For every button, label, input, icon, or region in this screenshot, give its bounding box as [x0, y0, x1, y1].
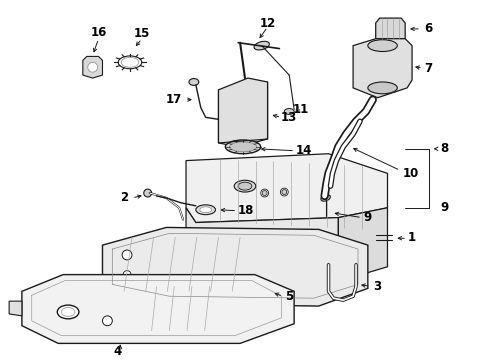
Polygon shape: [9, 301, 22, 316]
Text: 1: 1: [407, 231, 415, 244]
Text: 4: 4: [113, 345, 121, 358]
Text: 10: 10: [402, 167, 418, 180]
Ellipse shape: [236, 284, 244, 289]
Ellipse shape: [225, 140, 260, 154]
Polygon shape: [338, 208, 386, 282]
Ellipse shape: [188, 78, 199, 85]
Ellipse shape: [57, 305, 79, 319]
Circle shape: [122, 250, 132, 260]
Circle shape: [123, 271, 131, 279]
Circle shape: [87, 62, 98, 72]
Ellipse shape: [367, 40, 397, 51]
Text: 15: 15: [133, 27, 150, 40]
Circle shape: [262, 190, 266, 195]
Circle shape: [260, 189, 268, 197]
Ellipse shape: [367, 82, 397, 94]
Text: 18: 18: [237, 204, 254, 217]
Polygon shape: [82, 57, 102, 78]
Ellipse shape: [61, 307, 75, 316]
Circle shape: [280, 188, 287, 196]
Polygon shape: [22, 275, 293, 343]
Polygon shape: [375, 18, 405, 39]
Text: 12: 12: [259, 17, 275, 30]
Text: 8: 8: [440, 142, 447, 155]
Polygon shape: [352, 39, 411, 98]
Ellipse shape: [234, 180, 255, 192]
Text: 5: 5: [285, 290, 293, 303]
Text: 3: 3: [373, 280, 381, 293]
Polygon shape: [102, 228, 367, 306]
Ellipse shape: [320, 195, 329, 201]
Text: 6: 6: [424, 22, 432, 35]
Ellipse shape: [254, 41, 269, 50]
Text: 16: 16: [90, 26, 106, 39]
Polygon shape: [185, 154, 386, 222]
Ellipse shape: [196, 205, 215, 215]
Polygon shape: [185, 208, 338, 282]
Ellipse shape: [238, 182, 251, 190]
Text: 17: 17: [166, 93, 182, 106]
Ellipse shape: [200, 207, 211, 213]
Text: 13: 13: [281, 111, 297, 124]
Text: 7: 7: [424, 62, 432, 75]
Text: 9: 9: [363, 211, 371, 224]
Circle shape: [102, 316, 112, 326]
Ellipse shape: [229, 142, 256, 152]
Ellipse shape: [284, 108, 293, 114]
Text: 14: 14: [295, 144, 311, 157]
Text: 11: 11: [292, 103, 308, 116]
Circle shape: [281, 190, 286, 194]
Text: 9: 9: [440, 201, 447, 214]
Text: 2: 2: [120, 192, 128, 204]
Circle shape: [143, 189, 151, 197]
Polygon shape: [218, 78, 267, 147]
